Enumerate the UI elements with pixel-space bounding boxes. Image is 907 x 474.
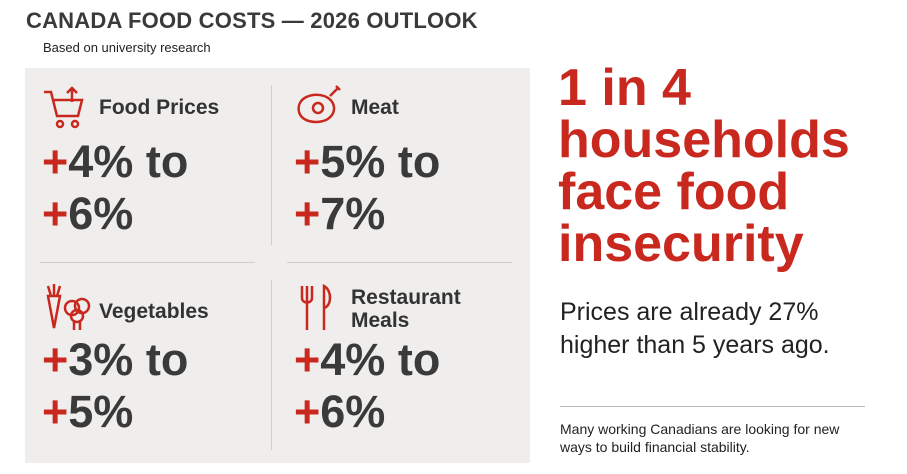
card-label: Restaurant Meals <box>351 286 461 332</box>
divider <box>271 85 272 245</box>
divider <box>560 406 865 407</box>
range-word: to <box>145 136 189 187</box>
card-label: Meat <box>351 96 399 119</box>
card-range: +5% to +7% <box>294 136 440 240</box>
headline: 1 in 4 households face food insecurity <box>558 59 850 273</box>
subtitle: Based on university research <box>43 40 211 55</box>
body-text: Prices are already 27% higher than 5 yea… <box>560 298 830 359</box>
title: CANADA FOOD COSTS — 2026 OUTLOOK <box>26 8 478 33</box>
range-word: to <box>145 334 189 385</box>
range-high: +6% <box>42 188 134 239</box>
card-label: Vegetables <box>99 300 209 323</box>
range-low: +4% <box>42 136 134 187</box>
cart-icon <box>44 86 84 129</box>
vegetable-icon <box>46 284 91 330</box>
cutlery-icon <box>300 283 332 330</box>
stats-panel <box>25 68 530 463</box>
divider <box>287 262 512 263</box>
stat-card: Vegetables +3% to +5% <box>42 282 282 472</box>
card-range: +4% to +6% <box>42 136 188 240</box>
stat-card: Meat +5% to +7% <box>294 84 534 274</box>
stat-card: Restaurant Meals +4% to +6% <box>294 282 534 472</box>
range-high: +5% <box>42 386 134 437</box>
divider <box>271 280 272 450</box>
footnote: Many working Canadians are looking for n… <box>560 421 840 455</box>
range-word: to <box>397 334 441 385</box>
range-low: +4% <box>294 334 386 385</box>
range-word: to <box>397 136 441 187</box>
meat-icon <box>297 85 341 124</box>
divider <box>40 262 255 263</box>
range-high: +6% <box>294 386 386 437</box>
card-range: +4% to +6% <box>294 334 440 438</box>
range-low: +3% <box>42 334 134 385</box>
card-range: +3% to +5% <box>42 334 188 438</box>
range-low: +5% <box>294 136 386 187</box>
card-label: Food Prices <box>99 96 220 119</box>
range-high: +7% <box>294 188 386 239</box>
stat-card: Food Prices +4% to +6% <box>42 84 282 274</box>
